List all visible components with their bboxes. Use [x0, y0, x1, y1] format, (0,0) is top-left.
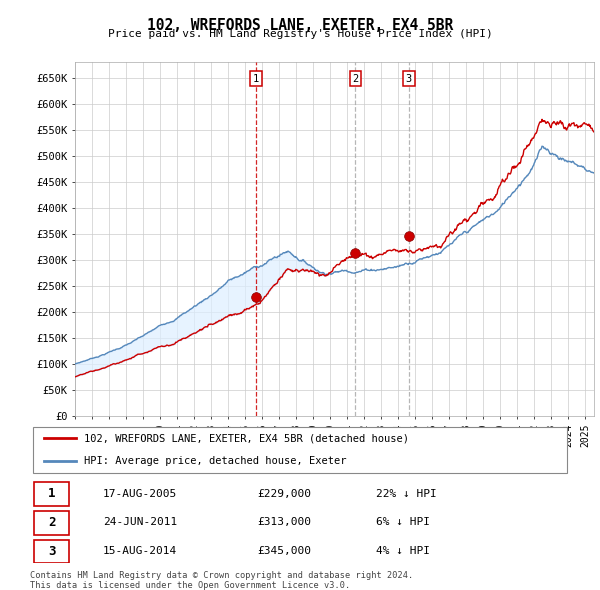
Text: 3: 3: [48, 545, 55, 558]
FancyBboxPatch shape: [34, 482, 70, 506]
Text: 1: 1: [48, 487, 55, 500]
Text: 6% ↓ HPI: 6% ↓ HPI: [376, 517, 430, 527]
Text: 2: 2: [352, 74, 359, 84]
Text: 17-AUG-2005: 17-AUG-2005: [103, 489, 177, 499]
Text: 24-JUN-2011: 24-JUN-2011: [103, 517, 177, 527]
FancyBboxPatch shape: [34, 540, 70, 563]
Text: HPI: Average price, detached house, Exeter: HPI: Average price, detached house, Exet…: [84, 457, 347, 467]
Text: 3: 3: [406, 74, 412, 84]
Text: 102, WREFORDS LANE, EXETER, EX4 5BR: 102, WREFORDS LANE, EXETER, EX4 5BR: [147, 18, 453, 32]
Text: Price paid vs. HM Land Registry's House Price Index (HPI): Price paid vs. HM Land Registry's House …: [107, 29, 493, 39]
Text: 22% ↓ HPI: 22% ↓ HPI: [376, 489, 436, 499]
Text: £345,000: £345,000: [257, 546, 311, 556]
Text: 2: 2: [48, 516, 55, 529]
Text: 1: 1: [253, 74, 259, 84]
Text: £229,000: £229,000: [257, 489, 311, 499]
FancyBboxPatch shape: [34, 511, 70, 535]
Text: £313,000: £313,000: [257, 517, 311, 527]
Text: Contains HM Land Registry data © Crown copyright and database right 2024.
This d: Contains HM Land Registry data © Crown c…: [30, 571, 413, 590]
Text: 15-AUG-2014: 15-AUG-2014: [103, 546, 177, 556]
Text: 4% ↓ HPI: 4% ↓ HPI: [376, 546, 430, 556]
Text: 102, WREFORDS LANE, EXETER, EX4 5BR (detached house): 102, WREFORDS LANE, EXETER, EX4 5BR (det…: [84, 433, 409, 443]
FancyBboxPatch shape: [33, 427, 568, 473]
